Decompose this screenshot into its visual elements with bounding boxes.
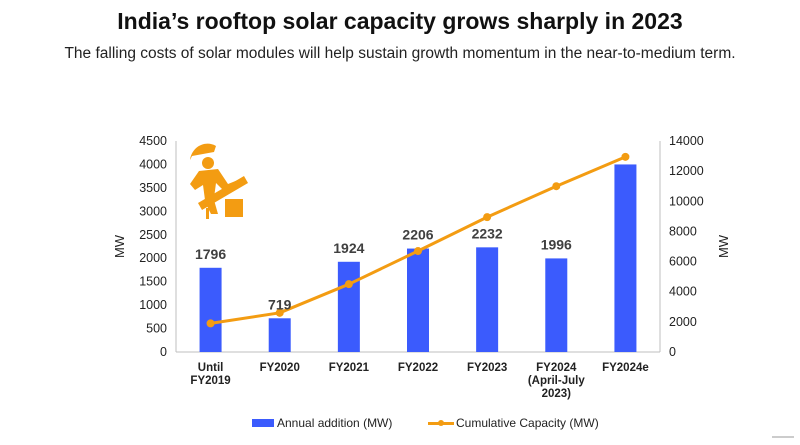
- bar-data-label: 1924: [333, 240, 364, 256]
- y-axis-title-right: MW: [716, 234, 731, 258]
- x-tick-label: Until: [198, 362, 224, 374]
- y-tick-label-right: 8000: [669, 224, 697, 238]
- y-tick-label-left: 1500: [139, 275, 167, 289]
- x-tick-label: FY2024: [536, 362, 577, 374]
- bar-data-label: 2206: [402, 227, 433, 243]
- y-tick-label-left: 1000: [139, 298, 167, 312]
- corner-mark: [772, 436, 794, 438]
- y-tick-label-right: 10000: [669, 194, 704, 208]
- x-tick-label: (April-July: [528, 375, 585, 387]
- chart-subtitle: The falling costs of solar modules will …: [64, 45, 736, 62]
- line-point: [275, 308, 284, 317]
- y-tick-label-right: 2000: [669, 315, 697, 329]
- bar: [337, 261, 360, 352]
- x-tick-label: FY2019: [190, 375, 230, 387]
- line-point: [344, 280, 353, 289]
- y-tick-label-left: 4000: [139, 157, 167, 171]
- x-tick-label: 2023): [542, 388, 572, 400]
- y-tick-label-right: 4000: [669, 285, 697, 299]
- line-point: [552, 182, 561, 191]
- y-tick-label-left: 0: [160, 345, 167, 359]
- y-tick-label-right: 14000: [669, 134, 704, 148]
- bar-data-label: 1996: [541, 236, 572, 252]
- chart-legend: Annual addition (MW) Cumulative Capacity…: [0, 416, 800, 436]
- chart-title: India’s rooftop solar capacity grows sha…: [117, 8, 683, 34]
- y-tick-label-left: 3500: [139, 181, 167, 195]
- legend-swatch-bar: [252, 419, 274, 427]
- y-tick-label-right: 12000: [669, 164, 704, 178]
- bar-data-label: 719: [268, 296, 292, 312]
- y-axis-title-left: MW: [112, 234, 127, 258]
- x-tick-label: FY2024e: [602, 362, 649, 374]
- legend-swatch-line: [428, 419, 454, 426]
- bar-data-label: 2232: [472, 225, 503, 241]
- x-tick-label: FY2023: [467, 362, 507, 374]
- bar: [476, 247, 499, 352]
- legend-item-annual: Annual addition (MW): [252, 416, 392, 430]
- y-tick-label-right: 0: [669, 345, 676, 359]
- legend-label-annual: Annual addition (MW): [277, 416, 393, 430]
- line-point: [414, 247, 422, 256]
- y-tick-label-right: 6000: [669, 255, 697, 269]
- line-point: [206, 319, 215, 328]
- y-tick-label-left: 2500: [139, 228, 167, 242]
- y-tick-label-left: 500: [146, 322, 167, 336]
- line-point: [621, 152, 630, 161]
- legend-item-cumulative: Cumulative Capacity (MW): [428, 416, 599, 430]
- bar: [407, 248, 429, 352]
- solar-installer-icon: [190, 143, 248, 219]
- x-tick-label: FY2020: [260, 362, 300, 374]
- bar-data-label: 1796: [195, 246, 226, 262]
- x-tick-label: FY2021: [329, 362, 370, 374]
- y-tick-label-left: 3000: [139, 204, 167, 218]
- bar: [614, 164, 637, 352]
- bar: [199, 267, 222, 352]
- line-point: [483, 213, 492, 222]
- x-tick-label: FY2022: [398, 362, 438, 374]
- legend-label-cumulative: Cumulative Capacity (MW): [456, 416, 599, 430]
- y-tick-label-left: 2000: [139, 251, 167, 265]
- bar: [545, 258, 568, 352]
- y-tick-label-left: 4500: [139, 134, 167, 148]
- bar: [268, 318, 291, 352]
